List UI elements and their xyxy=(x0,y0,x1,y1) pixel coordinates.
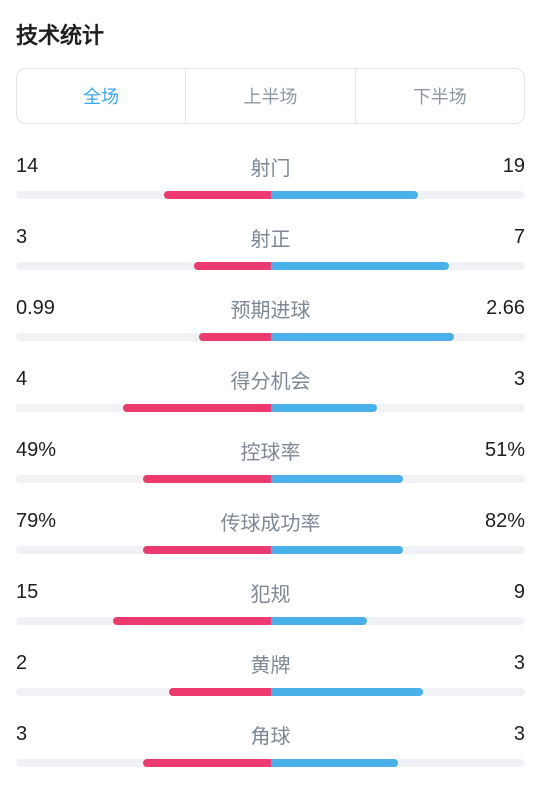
tab-first-half[interactable]: 上半场 xyxy=(186,69,355,123)
stat-row: 4 得分机会 3 xyxy=(16,365,525,412)
stat-label: 黄牌 xyxy=(76,649,465,678)
stat-row: 79% 传球成功率 82% xyxy=(16,507,525,554)
stat-bar-track xyxy=(16,546,525,554)
stat-bar-track xyxy=(16,617,525,625)
stat-bar-right xyxy=(271,404,378,412)
stat-bar-left xyxy=(143,759,270,767)
stat-bar-track xyxy=(16,404,525,412)
stat-bar-track xyxy=(16,191,525,199)
tab-second-half[interactable]: 下半场 xyxy=(356,69,524,123)
stat-row: 49% 控球率 51% xyxy=(16,436,525,483)
stat-row: 14 射门 19 xyxy=(16,152,525,199)
stat-top: 79% 传球成功率 82% xyxy=(16,507,525,536)
stat-bar-left xyxy=(123,404,271,412)
stat-left-value: 15 xyxy=(16,581,76,604)
stat-right-value: 3 xyxy=(465,368,525,391)
stat-label: 角球 xyxy=(76,720,465,749)
page-title: 技术统计 xyxy=(16,18,525,50)
stat-bar-left xyxy=(143,475,270,483)
stat-bar-right xyxy=(271,546,403,554)
stat-bar-track xyxy=(16,475,525,483)
stat-right-value: 82% xyxy=(465,510,525,533)
stat-bar-track xyxy=(16,759,525,767)
stat-bar-right xyxy=(271,759,398,767)
stat-top: 15 犯规 9 xyxy=(16,578,525,607)
stat-left-value: 3 xyxy=(16,723,76,746)
stat-top: 2 黄牌 3 xyxy=(16,649,525,678)
stat-row: 3 角球 3 xyxy=(16,720,525,767)
stats-list: 14 射门 19 3 射正 7 0.99 预期进球 2.66 4 得分机会 xyxy=(16,152,525,767)
stat-bar-left xyxy=(113,617,271,625)
stat-top: 49% 控球率 51% xyxy=(16,436,525,465)
stat-right-value: 2.66 xyxy=(465,297,525,320)
stat-left-value: 4 xyxy=(16,368,76,391)
stat-label: 预期进球 xyxy=(76,294,465,323)
tabs-container: 全场 上半场 下半场 xyxy=(16,68,525,124)
stat-left-value: 3 xyxy=(16,226,76,249)
stat-bar-track xyxy=(16,262,525,270)
stat-row: 2 黄牌 3 xyxy=(16,649,525,696)
stat-bar-right xyxy=(271,475,403,483)
stat-left-value: 49% xyxy=(16,439,76,462)
stat-right-value: 3 xyxy=(465,652,525,675)
stat-label: 得分机会 xyxy=(76,365,465,394)
stat-top: 4 得分机会 3 xyxy=(16,365,525,394)
stat-left-value: 2 xyxy=(16,652,76,675)
stat-bar-right xyxy=(271,617,368,625)
stat-left-value: 0.99 xyxy=(16,297,76,320)
stat-bar-left xyxy=(199,333,270,341)
stat-bar-right xyxy=(271,688,424,696)
stat-bar-right xyxy=(271,333,454,341)
stat-bar-left xyxy=(169,688,271,696)
stat-bar-left xyxy=(164,191,271,199)
stat-row: 3 射正 7 xyxy=(16,223,525,270)
stat-left-value: 14 xyxy=(16,155,76,178)
stat-top: 14 射门 19 xyxy=(16,152,525,181)
stat-bar-track xyxy=(16,333,525,341)
stat-label: 传球成功率 xyxy=(76,507,465,536)
stat-right-value: 51% xyxy=(465,439,525,462)
stat-right-value: 7 xyxy=(465,226,525,249)
stat-left-value: 79% xyxy=(16,510,76,533)
stat-bar-left xyxy=(194,262,270,270)
stat-right-value: 9 xyxy=(465,581,525,604)
stat-label: 射正 xyxy=(76,223,465,252)
stat-label: 犯规 xyxy=(76,578,465,607)
stat-label: 控球率 xyxy=(76,436,465,465)
stat-top: 0.99 预期进球 2.66 xyxy=(16,294,525,323)
stat-right-value: 19 xyxy=(465,155,525,178)
stat-bar-track xyxy=(16,688,525,696)
stat-top: 3 射正 7 xyxy=(16,223,525,252)
tab-full-match[interactable]: 全场 xyxy=(17,69,186,123)
stat-right-value: 3 xyxy=(465,723,525,746)
stat-bar-right xyxy=(271,262,449,270)
stat-row: 0.99 预期进球 2.66 xyxy=(16,294,525,341)
stat-row: 15 犯规 9 xyxy=(16,578,525,625)
stat-bar-left xyxy=(143,546,270,554)
stat-top: 3 角球 3 xyxy=(16,720,525,749)
stat-label: 射门 xyxy=(76,152,465,181)
stat-bar-right xyxy=(271,191,419,199)
